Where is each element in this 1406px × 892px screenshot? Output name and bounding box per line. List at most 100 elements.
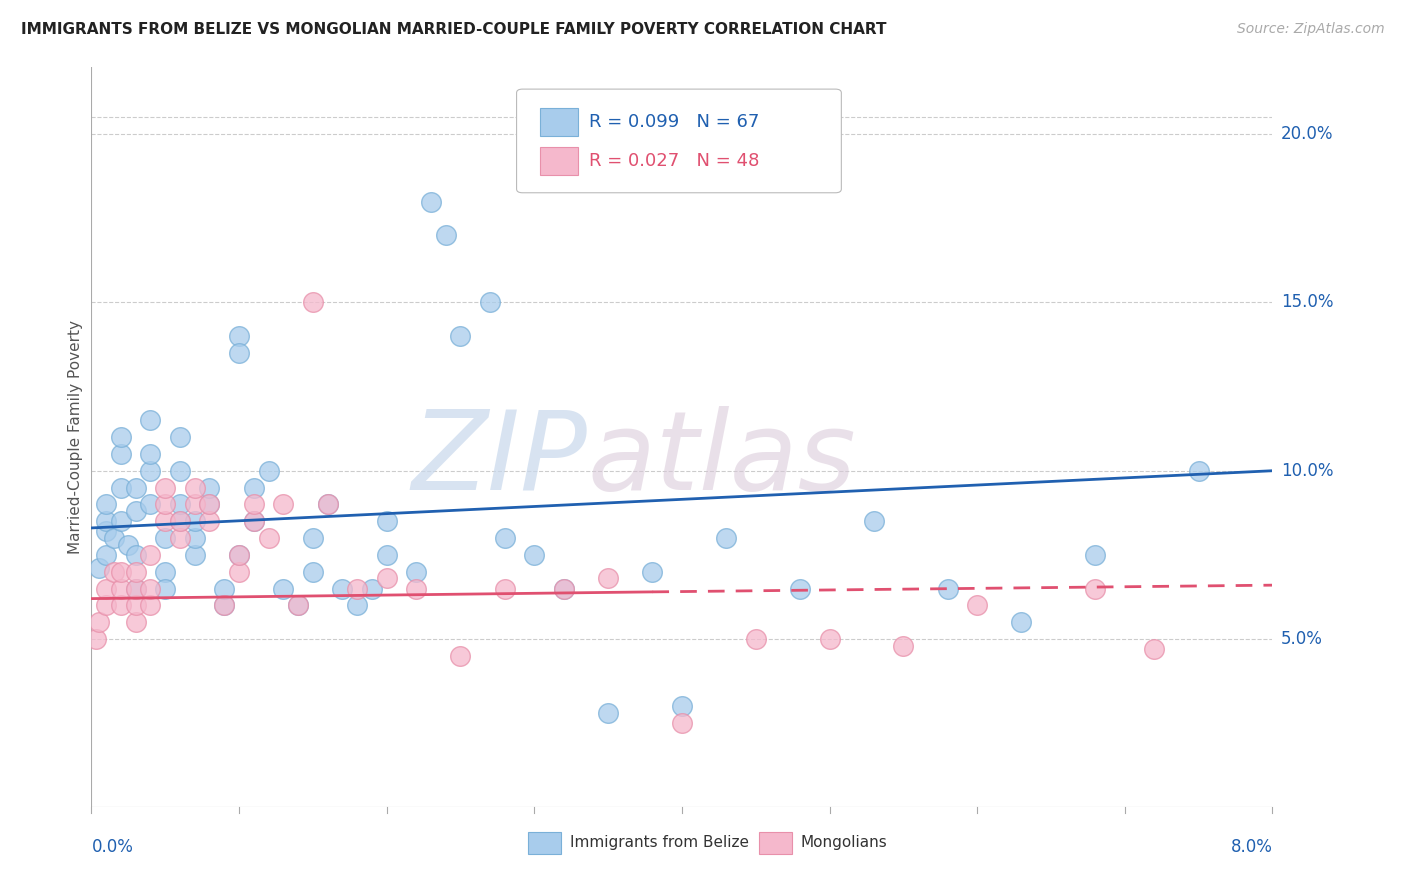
Point <box>84 632 107 646</box>
Text: 10.0%: 10.0% <box>1281 462 1333 480</box>
Point <box>405 582 427 596</box>
Point <box>198 497 221 511</box>
Point <box>375 514 398 528</box>
Point <box>139 582 162 596</box>
Point <box>478 295 502 310</box>
Point <box>87 615 110 630</box>
Point <box>714 531 737 545</box>
Point <box>243 481 266 495</box>
Point <box>198 514 221 528</box>
Point <box>96 524 118 539</box>
Point <box>110 599 132 613</box>
Point <box>553 582 575 596</box>
Point <box>169 514 191 528</box>
Point <box>103 531 125 545</box>
Point <box>124 504 148 518</box>
Text: IMMIGRANTS FROM BELIZE VS MONGOLIAN MARRIED-COUPLE FAMILY POVERTY CORRELATION CH: IMMIGRANTS FROM BELIZE VS MONGOLIAN MARR… <box>21 22 887 37</box>
Point <box>169 464 191 478</box>
Point <box>598 571 620 585</box>
Point <box>110 514 132 528</box>
Point <box>893 639 915 653</box>
Text: Immigrants from Belize: Immigrants from Belize <box>569 835 749 850</box>
Point <box>153 565 177 579</box>
Point <box>598 706 620 720</box>
Bar <box>529 831 561 854</box>
Point <box>671 716 693 731</box>
Point <box>96 599 118 613</box>
Text: Mongolians: Mongolians <box>800 835 887 850</box>
Point <box>124 582 148 596</box>
Text: 0.0%: 0.0% <box>91 838 134 855</box>
Text: 15.0%: 15.0% <box>1281 293 1333 311</box>
Bar <box>540 108 578 136</box>
Point <box>87 561 110 575</box>
Point <box>818 632 841 646</box>
Text: R = 0.027   N = 48: R = 0.027 N = 48 <box>589 152 759 169</box>
Point <box>450 648 472 663</box>
Point <box>214 599 236 613</box>
Point <box>671 699 693 714</box>
Point <box>243 514 266 528</box>
Point <box>243 514 266 528</box>
Point <box>169 514 191 528</box>
Point <box>183 497 207 511</box>
Point <box>96 497 118 511</box>
Point <box>124 565 148 579</box>
Point <box>641 565 664 579</box>
Point <box>1143 642 1166 657</box>
Point <box>110 430 132 444</box>
Point <box>139 548 162 562</box>
Y-axis label: Married-Couple Family Poverty: Married-Couple Family Poverty <box>67 320 83 554</box>
Point <box>287 599 309 613</box>
Point <box>124 615 148 630</box>
Point <box>450 329 472 343</box>
Point <box>124 582 148 596</box>
Point <box>214 599 236 613</box>
Point <box>183 514 207 528</box>
Point <box>96 514 118 528</box>
Point <box>124 548 148 562</box>
Point <box>553 582 575 596</box>
Point <box>153 531 177 545</box>
Point <box>419 194 441 209</box>
Bar <box>759 831 792 854</box>
Text: Source: ZipAtlas.com: Source: ZipAtlas.com <box>1237 22 1385 37</box>
Point <box>183 481 207 495</box>
Point <box>139 413 162 427</box>
Point <box>228 329 250 343</box>
Text: 5.0%: 5.0% <box>1281 630 1323 648</box>
Point <box>198 481 221 495</box>
Point <box>183 531 207 545</box>
Point <box>110 582 132 596</box>
Point <box>139 497 162 511</box>
Point <box>301 531 323 545</box>
Bar <box>540 147 578 175</box>
Point <box>360 582 382 596</box>
Point <box>316 497 339 511</box>
Point <box>169 497 191 511</box>
Point <box>936 582 959 596</box>
Point <box>228 548 250 562</box>
Point <box>1187 464 1209 478</box>
Point <box>494 582 516 596</box>
Point <box>96 548 118 562</box>
Point <box>139 464 162 478</box>
Point <box>153 481 177 495</box>
Point <box>494 531 516 545</box>
Text: 20.0%: 20.0% <box>1281 125 1333 144</box>
Point <box>434 228 457 243</box>
Point <box>110 447 132 461</box>
Point <box>271 497 295 511</box>
Point <box>183 548 207 562</box>
Point <box>110 481 132 495</box>
Point <box>375 548 398 562</box>
Point <box>103 565 125 579</box>
Point <box>110 565 132 579</box>
Point <box>214 582 236 596</box>
Point <box>96 582 118 596</box>
Point <box>124 481 148 495</box>
Point <box>198 497 221 511</box>
Point <box>301 295 323 310</box>
Point <box>271 582 295 596</box>
Point <box>228 548 250 562</box>
